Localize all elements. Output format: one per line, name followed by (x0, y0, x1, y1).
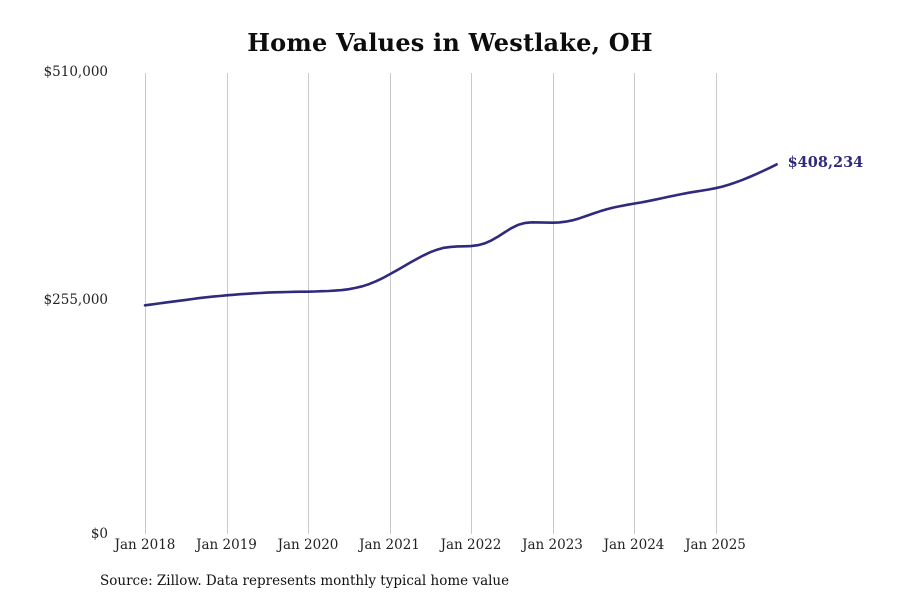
x-axis-tick-label: Jan 2023 (522, 537, 583, 553)
gridline (471, 73, 472, 534)
y-axis-tick-label-max: $510,000 (43, 64, 108, 80)
x-axis-tick-label: Jan 2019 (196, 537, 257, 553)
x-axis-tick-label: Jan 2021 (359, 537, 420, 553)
gridline (552, 73, 554, 534)
x-axis-tick-label: Jan 2020 (277, 537, 339, 553)
source-note: Source: Zillow. Data represents monthly … (100, 573, 510, 589)
gridline (634, 73, 635, 534)
gridline (715, 73, 717, 534)
gridline (389, 73, 391, 534)
y-axis-tick-label-mid: $255,000 (43, 292, 108, 308)
gridline (145, 73, 146, 534)
home-value-line (143, 163, 778, 307)
x-axis-tick-label: Jan 2024 (603, 537, 665, 553)
x-axis-tick-label: Jan 2018 (114, 537, 176, 553)
gridline (226, 73, 228, 534)
y-axis-tick-label-zero: $0 (90, 526, 108, 542)
gridline (308, 73, 309, 534)
latest-value-label: $408,234 (787, 154, 864, 172)
x-axis-tick-label: Jan 2022 (440, 537, 502, 553)
chart-title: Home Values in Westlake, OH (247, 28, 653, 57)
x-axis-tick-label: Jan 2025 (685, 537, 746, 553)
